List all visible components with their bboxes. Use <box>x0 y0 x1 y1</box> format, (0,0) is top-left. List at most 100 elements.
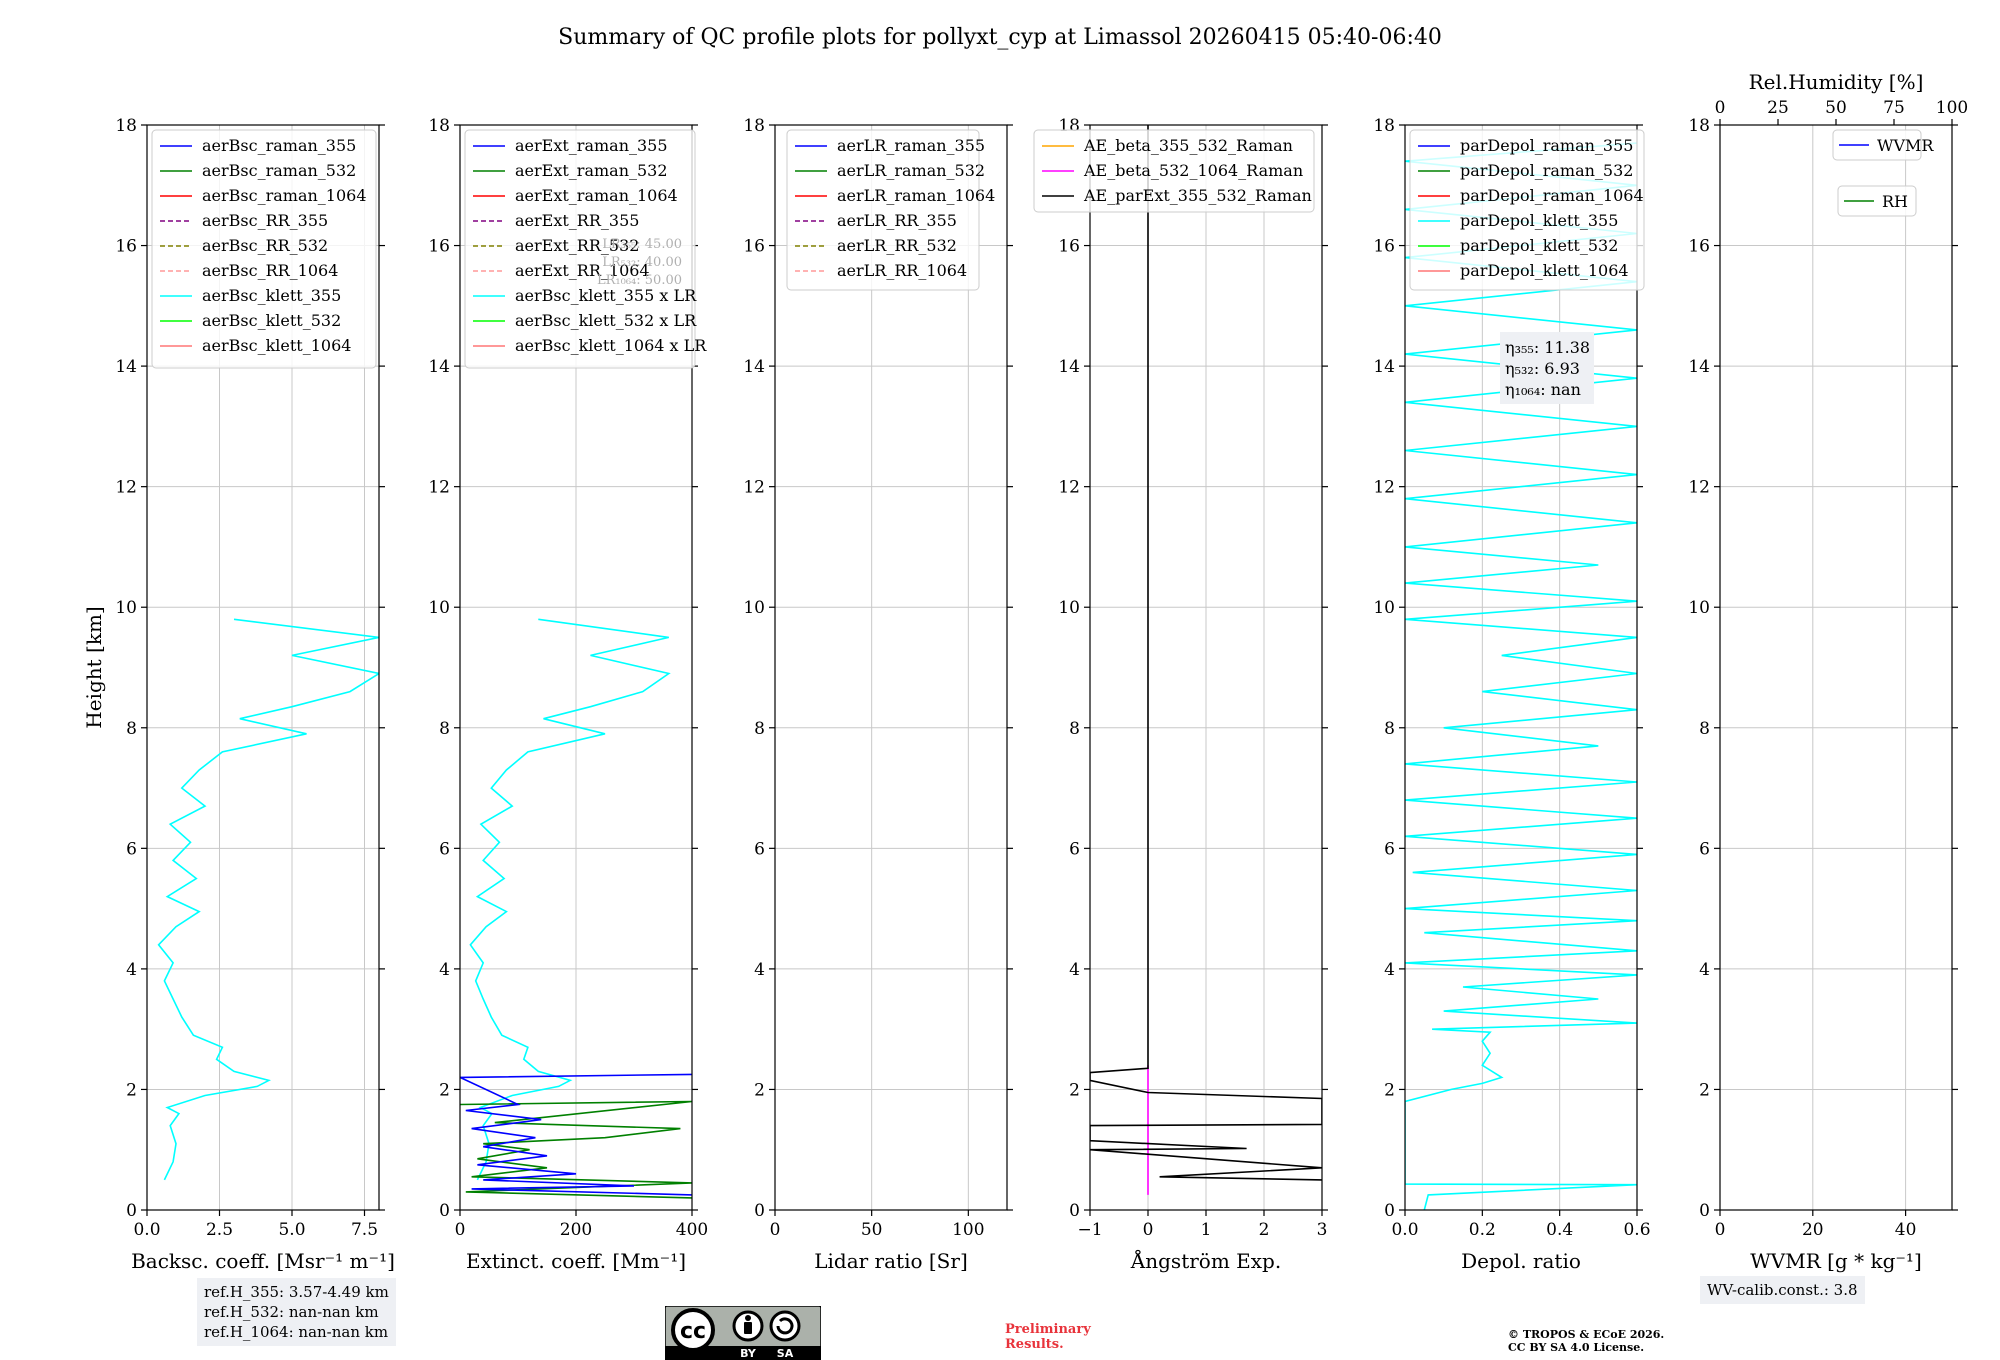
x-tick-label: −1 <box>1077 1220 1102 1240</box>
y-tick-label: 18 <box>1688 116 1710 136</box>
x-tick-label: 100 <box>952 1220 984 1240</box>
x-tick-label: 20 <box>1802 1220 1824 1240</box>
wv-calibration-box: WV-calib.const.: 3.8 <box>1700 1276 1865 1304</box>
y-tick-label: 0 <box>1384 1201 1395 1221</box>
series-aerBsc_klett_355 <box>157 618 379 1181</box>
legend-label: aerLR_RR_532 <box>837 236 957 255</box>
eta-note: η₁₀₆₄: nan <box>1505 380 1581 399</box>
y-tick-label: 4 <box>754 960 765 980</box>
top-axis-label: Rel.Humidity [%] <box>1749 70 1924 94</box>
y-tick-label: 16 <box>115 237 137 257</box>
legend-label: aerLR_RR_355 <box>837 211 957 230</box>
y-tick-label: 2 <box>439 1080 450 1100</box>
x-tick-label: 0.0 <box>133 1220 160 1240</box>
y-tick-label: 10 <box>1688 598 1710 618</box>
legend-label: parDepol_raman_355 <box>1460 136 1633 155</box>
legend-label: aerBsc_klett_355 <box>202 286 341 305</box>
y-tick-label: 12 <box>1058 478 1080 498</box>
x-tick-label: 0.2 <box>1469 1220 1496 1240</box>
axes-frame <box>1404 124 1638 1211</box>
y-tick-label: 0 <box>126 1201 137 1221</box>
top-tick-label: 100 <box>1936 98 1968 118</box>
panel-bsc: 0 2 4 6 8 10 12 14 16 18 0.0 2.5 5.0 7.5 Backsc. coeff… <box>82 116 395 1273</box>
by-label: BY <box>740 1347 757 1360</box>
lidar-ratio-note: LR₅₃₂: 40.00 <box>602 255 682 270</box>
x-tick-label: 2.5 <box>206 1220 233 1240</box>
top-tick-label: 0 <box>1715 98 1726 118</box>
series-aerExt_raman_532 <box>460 1100 692 1199</box>
legend-label: aerLR_raman_355 <box>837 136 985 155</box>
legend-label: aerExt_raman_1064 <box>515 186 678 205</box>
cc-icon <box>671 1308 715 1352</box>
x-tick-label: 40 <box>1895 1220 1917 1240</box>
y-tick-label: 12 <box>428 478 450 498</box>
legend-label: aerLR_raman_1064 <box>837 186 995 205</box>
sa-label: SA <box>777 1347 794 1360</box>
y-tick-label: 14 <box>428 357 450 377</box>
y-tick-label: 6 <box>1384 839 1395 859</box>
eta-note: η₃₅₅: 11.38 <box>1505 338 1590 357</box>
y-tick-label: 0 <box>1069 1201 1080 1221</box>
eta-note: η₅₃₂: 6.93 <box>1505 359 1580 378</box>
copyright-line-1: © TROPOS & ECoE 2026. <box>1508 1328 1665 1341</box>
wv-calibration-constant: WV-calib.const.: 3.8 <box>1707 1281 1858 1299</box>
y-axis-label: Height [km] <box>82 606 106 728</box>
legend-label: aerBsc_klett_1064 x LR <box>515 336 707 355</box>
legend-box <box>1033 129 1315 213</box>
y-tick-label: 12 <box>1373 478 1395 498</box>
x-axis-label: Ångström Exp. <box>1130 1248 1281 1273</box>
x-tick-label: 0 <box>1143 1220 1154 1240</box>
x-tick-label: 0.4 <box>1546 1220 1573 1240</box>
y-tick-label: 14 <box>743 357 765 377</box>
top-tick-label: 50 <box>1825 98 1847 118</box>
x-tick-label: 1 <box>1201 1220 1212 1240</box>
y-tick-label: 6 <box>126 839 137 859</box>
preliminary-line-2: Results. <box>1005 1337 1064 1352</box>
y-tick-label: 6 <box>1699 839 1710 859</box>
x-axis-label: WVMR [g * kg⁻¹] <box>1750 1249 1922 1273</box>
y-tick-label: 4 <box>439 960 450 980</box>
legend-label: aerExt_RR_355 <box>515 211 639 230</box>
y-tick-label: 6 <box>754 839 765 859</box>
share-alike-icon <box>769 1310 801 1342</box>
series-aerExt_raman_355 <box>460 1073 692 1196</box>
y-tick-label: 14 <box>1373 357 1395 377</box>
x-tick-label: 3 <box>1317 1220 1328 1240</box>
top-tick-label: 25 <box>1767 98 1789 118</box>
legend-box <box>786 129 980 291</box>
y-tick-label: 4 <box>1699 960 1710 980</box>
legend-label: parDepol_klett_355 <box>1460 211 1618 230</box>
y-tick-label: 10 <box>743 598 765 618</box>
legend-label: parDepol_klett_532 <box>1460 236 1618 255</box>
y-tick-label: 12 <box>1688 478 1710 498</box>
preliminary-results-note: Preliminary Results. <box>1005 1322 1091 1352</box>
axes-frame <box>774 124 1008 1211</box>
y-tick-label: 14 <box>1688 357 1710 377</box>
panel-lr: 0 2 4 6 8 10 12 14 16 18 0 50 100 Lidar ratio [Sr] aer… <box>743 116 1013 1273</box>
series-parDepol_klett_355 <box>1405 142 1637 1210</box>
legend-label: AE_beta_532_1064_Raman <box>1083 161 1303 180</box>
legend-label: aerExt_RR_532 <box>515 236 639 255</box>
y-tick-label: 16 <box>1373 237 1395 257</box>
legend-box <box>464 129 696 369</box>
ref-height-532: ref.H_532: nan-nan km <box>204 1303 379 1321</box>
x-axis-label: Depol. ratio <box>1461 1249 1581 1273</box>
y-tick-label: 2 <box>1069 1080 1080 1100</box>
y-tick-label: 10 <box>115 598 137 618</box>
y-tick-label: 18 <box>428 116 450 136</box>
legend-label: AE_parExt_355_532_Raman <box>1083 186 1312 205</box>
y-tick-label: 10 <box>1058 598 1080 618</box>
y-tick-label: 16 <box>428 237 450 257</box>
ref-height-355: ref.H_355: 3.57-4.49 km <box>204 1283 389 1301</box>
y-tick-label: 14 <box>115 357 137 377</box>
y-tick-label: 8 <box>1384 719 1395 739</box>
y-tick-label: 18 <box>743 116 765 136</box>
x-tick-label: 200 <box>560 1220 592 1240</box>
y-tick-label: 2 <box>126 1080 137 1100</box>
legend-label: AE_beta_355_532_Raman <box>1083 136 1293 155</box>
ref-height-1064: ref.H_1064: nan-nan km <box>204 1323 389 1341</box>
y-tick-label: 2 <box>754 1080 765 1100</box>
legend-label: aerBsc_RR_1064 <box>202 261 338 280</box>
